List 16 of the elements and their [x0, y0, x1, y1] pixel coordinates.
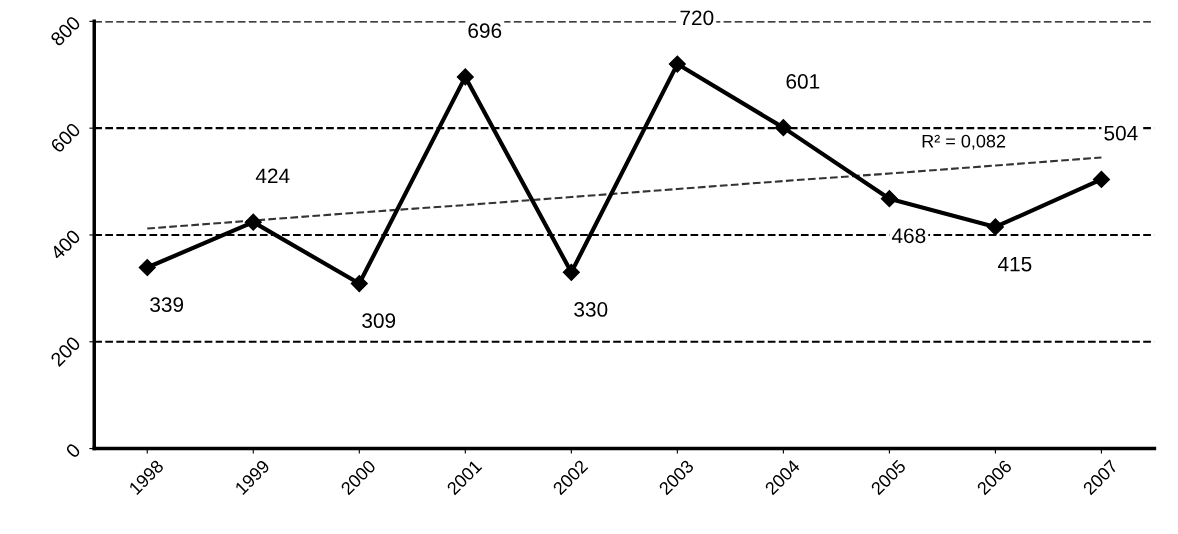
data-label: 504 — [1104, 125, 1138, 141]
data-label: 339 — [150, 297, 184, 313]
y-tick-label: 600 — [49, 122, 82, 154]
data-label: 468 — [891, 228, 926, 244]
data-label: 601 — [786, 74, 820, 89]
data-label: 309 — [362, 313, 396, 329]
y-tick-label: 200 — [49, 335, 82, 368]
annotation: R² = 0,082 — [922, 134, 1006, 150]
data-label: 696 — [468, 23, 502, 39]
y-tick-label: 800 — [49, 15, 82, 47]
data-label: 330 — [574, 302, 608, 317]
data-label: 424 — [255, 168, 290, 184]
y-tick-label: 0 — [64, 442, 82, 459]
data-label: 720 — [680, 10, 714, 26]
y-tick-label: 400 — [49, 228, 82, 261]
data-label: 415 — [997, 256, 1032, 272]
